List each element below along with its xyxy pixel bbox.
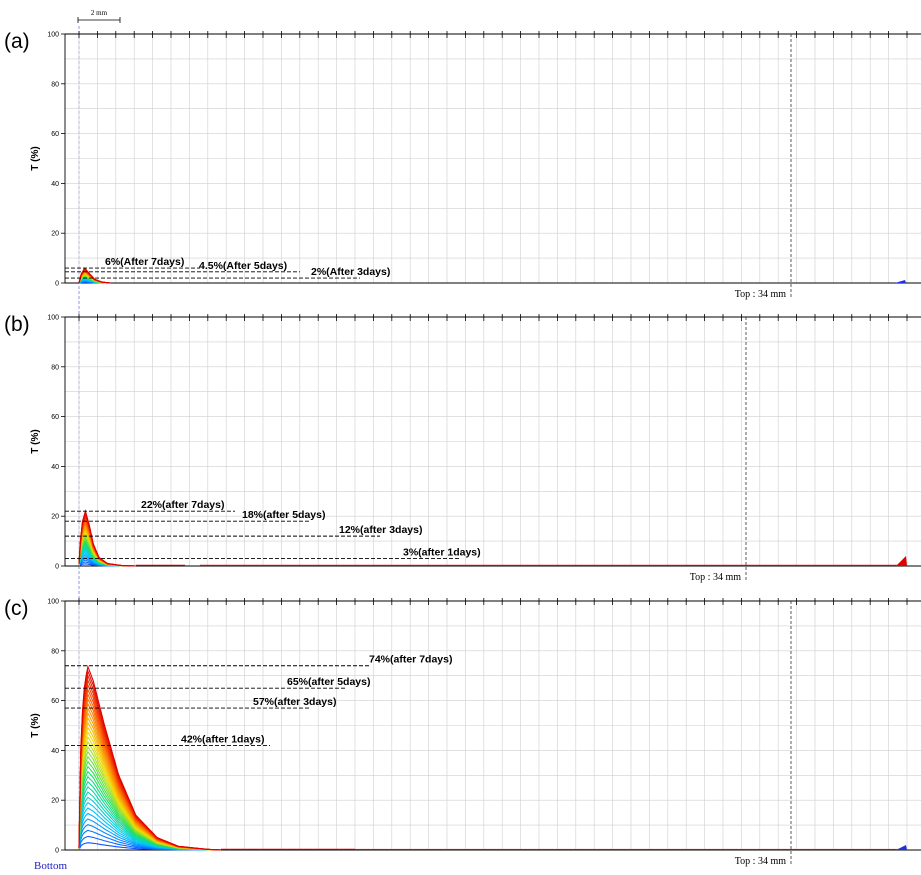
annotation-label: 3%(after 1days) <box>403 547 481 559</box>
annotation-label: 74%(after 7days) <box>369 654 452 666</box>
y-tick-label: 100 <box>47 315 59 322</box>
y-axis-label: T (%) <box>30 713 41 737</box>
top-edge-signal <box>896 845 907 850</box>
top-label: Top : 34 mm <box>735 289 786 300</box>
grid <box>65 600 921 850</box>
panel-a: 0 20 40 60 80 100 T (%) (a) Top : 34 mm 6%(After … <box>4 30 921 300</box>
transmission-curves <box>78 509 905 567</box>
y-axis-label: T (%) <box>30 429 41 453</box>
transmission-curve <box>78 509 136 567</box>
panel-label: (b) <box>4 313 30 336</box>
transmission-curve <box>78 664 222 851</box>
transmission-curves <box>78 267 111 284</box>
y-tick-label: 80 <box>51 81 59 88</box>
annotation-label: 57%(after 3days) <box>253 696 336 708</box>
transmission-curve <box>78 267 111 284</box>
y-tick-label: 40 <box>51 748 59 755</box>
panel-label: (a) <box>4 30 30 53</box>
annotation-label: 2%(After 3days) <box>311 266 390 278</box>
grid <box>65 33 921 283</box>
annotation-label: 6%(After 7days) <box>105 256 184 268</box>
y-axis-label: T (%) <box>30 146 41 170</box>
y-tick-label: 60 <box>51 698 59 705</box>
scale-bar: 2 mm <box>77 9 121 23</box>
y-tick-label: 60 <box>51 414 59 421</box>
y-tick-label: 20 <box>51 231 59 238</box>
y-tick-label: 100 <box>47 599 59 606</box>
transmission-curves <box>78 664 905 851</box>
scale-bar-label: 2 mm <box>91 9 108 17</box>
y-tick-label: 80 <box>51 364 59 371</box>
top-label: Top : 34 mm <box>735 856 786 867</box>
annotation-label: 18%(after 5days) <box>242 509 325 521</box>
annotation-label: 22%(after 7days) <box>141 499 224 511</box>
panels: 0 20 40 60 80 100 T (%) (a) Top : 34 mm 6%(After … <box>4 30 921 867</box>
y-tick-label: 100 <box>47 32 59 39</box>
bottom-label: Bottom <box>34 860 67 872</box>
panel-c: 0 20 40 60 80 100 T (%) (c) Top : 34 mm 74%(after… <box>4 597 921 867</box>
annotations: 6%(After 7days) 4.5%(After 5days) 2%(After… <box>65 256 390 279</box>
y-tick-label: 20 <box>51 798 59 805</box>
y-tick-label: 20 <box>51 514 59 521</box>
annotation-label: 4.5%(After 5days) <box>199 260 287 272</box>
top-edge-signal <box>896 556 907 566</box>
y-tick-label: 60 <box>51 131 59 138</box>
y-tick-label: 0 <box>55 848 59 855</box>
transmission-curve <box>78 678 222 851</box>
annotation-label: 12%(after 3days) <box>339 524 422 536</box>
panel-b: 0 20 40 60 80 100 T (%) (b) Top : 34 mm 22%(after… <box>4 313 921 583</box>
top-edge-signal <box>895 280 906 283</box>
y-tick-label: 40 <box>51 181 59 188</box>
annotations: 22%(after 7days) 18%(after 5days) 12%(afte… <box>65 499 481 559</box>
top-label: Top : 34 mm <box>690 572 741 583</box>
annotation-label: 65%(after 5days) <box>287 676 370 688</box>
annotation-label: 42%(after 1days) <box>181 733 264 745</box>
panel-label: (c) <box>4 597 29 620</box>
annotations: 74%(after 7days) 65%(after 5days) 57%(afte… <box>65 654 452 746</box>
y-tick-label: 40 <box>51 464 59 471</box>
y-tick-label: 0 <box>55 564 59 571</box>
y-tick-label: 80 <box>51 648 59 655</box>
y-tick-label: 0 <box>55 281 59 288</box>
grid <box>65 316 921 566</box>
